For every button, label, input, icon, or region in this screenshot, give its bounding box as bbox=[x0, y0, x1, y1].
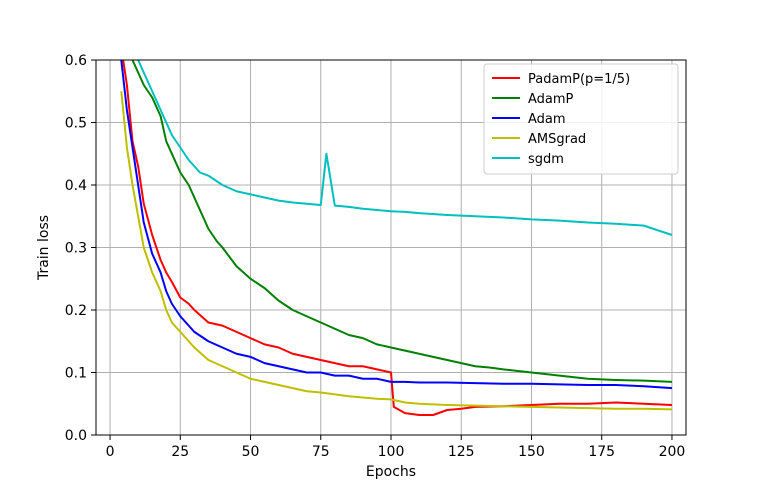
series-layer bbox=[120, 60, 673, 416]
x-tick-label: 175 bbox=[588, 444, 615, 460]
series-line-amsgrad bbox=[120, 91, 672, 411]
y-tick-label: 0.4 bbox=[65, 178, 87, 194]
ticks: 0 25 50 75 100 125 150 175 200 0.0 0.1 0.2 0.3 0.4 0.5… bbox=[65, 53, 686, 460]
x-tick-label: 50 bbox=[242, 444, 260, 460]
y-tick-label: 0.3 bbox=[65, 241, 87, 257]
x-tick-label: 200 bbox=[659, 444, 686, 460]
x-axis-label: Epochs bbox=[366, 464, 416, 480]
y-tick-label: 0.2 bbox=[65, 303, 87, 319]
y-tick-label: 0.6 bbox=[65, 53, 87, 69]
legend-label-sgdm: sgdm bbox=[528, 152, 564, 167]
x-tick-label: 25 bbox=[171, 444, 189, 460]
legend: PadamP(p=1/5) AdamP Adam AMSgrad sgdm bbox=[483, 63, 679, 175]
legend-box bbox=[483, 63, 679, 175]
x-tick-label: 125 bbox=[448, 444, 475, 460]
x-tick-label: 75 bbox=[312, 444, 330, 460]
y-tick-label: 0.0 bbox=[65, 428, 87, 444]
series-line-adam bbox=[120, 60, 673, 390]
x-tick-label: 100 bbox=[378, 444, 405, 460]
y-axis-label: Train loss bbox=[36, 215, 52, 281]
legend-label-adam: Adam bbox=[528, 112, 566, 127]
series-line-adamp bbox=[131, 60, 672, 383]
y-tick-label: 0.5 bbox=[65, 116, 87, 132]
y-tick-label: 0.1 bbox=[65, 366, 87, 382]
x-tick-label: 150 bbox=[518, 444, 545, 460]
legend-label-padamp-p-1-5: PadamP(p=1/5) bbox=[528, 72, 630, 87]
series-line-sgdm bbox=[137, 60, 673, 236]
legend-label-amsgrad: AMSgrad bbox=[528, 132, 586, 147]
x-tick-label: 0 bbox=[106, 444, 115, 460]
legend-label-adamp: AdamP bbox=[528, 92, 574, 107]
